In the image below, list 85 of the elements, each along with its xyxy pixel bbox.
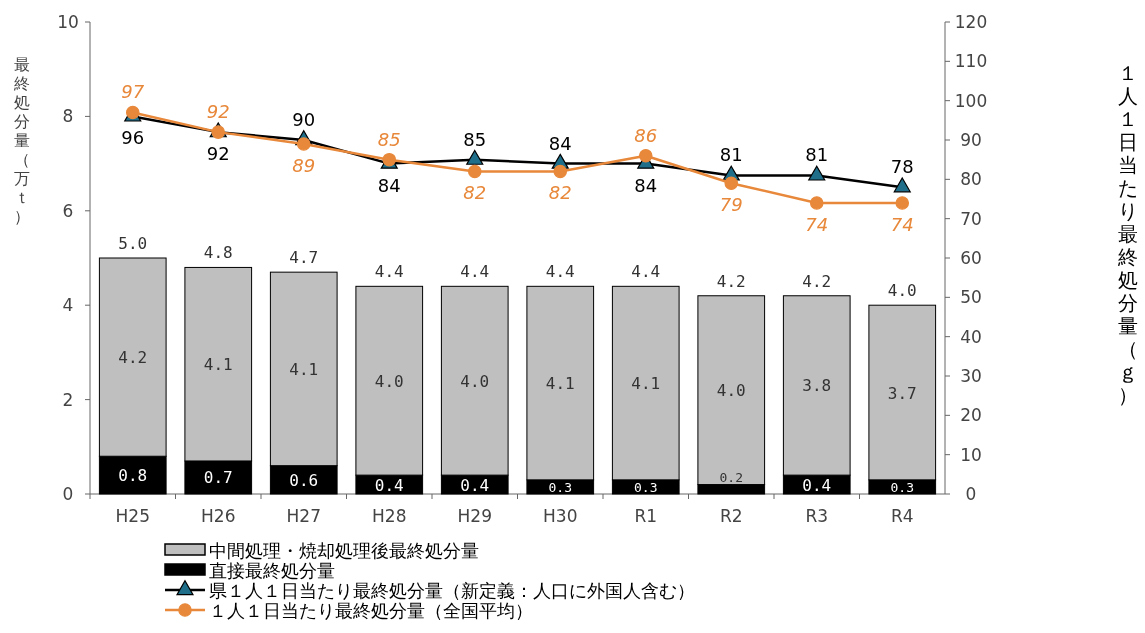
- x-tick-label: R3: [805, 506, 829, 526]
- y2-tick-label: 70: [960, 208, 982, 229]
- legend-label: １人１日当たり最終処分量（全国平均）: [209, 600, 533, 621]
- data-label: 4.2: [118, 348, 148, 368]
- data-label: 74: [890, 213, 914, 235]
- y2-tick-label: 60: [960, 248, 982, 268]
- legend-label: 県１人１日当たり最終処分量（新定義：人口に外国人含む）: [209, 580, 695, 601]
- total-label: 4.7: [289, 248, 319, 268]
- x-tick-label: H29: [457, 506, 492, 526]
- total-label: 5.0: [118, 234, 148, 253]
- total-label: 4.0: [887, 281, 917, 301]
- total-label: 4.4: [374, 262, 404, 282]
- total-label: 4.2: [716, 271, 746, 291]
- data-label: 81: [805, 144, 829, 166]
- y2-tick-label: 120: [954, 12, 988, 32]
- data-label: 97: [121, 81, 145, 103]
- y2-tick-label: 10: [960, 444, 982, 465]
- data-label: 4.1: [289, 359, 319, 379]
- text: 最終処分量（万ｔ）: [14, 55, 30, 226]
- x-tick-label: H28: [372, 506, 407, 526]
- data-label: 0.7: [203, 468, 233, 488]
- y2-tick-label: 0: [965, 484, 977, 504]
- data-label: 79: [719, 194, 743, 216]
- y2-tick-label: 50: [960, 287, 982, 308]
- data-label: 82: [548, 182, 572, 204]
- y2-tick-label: 40: [960, 326, 982, 347]
- y2-tick-label: 20: [960, 405, 982, 426]
- data-label: 84: [634, 174, 658, 196]
- data-label: 84: [548, 132, 572, 154]
- text: １人１日当たり最終処分量（ｇ）: [1118, 61, 1138, 407]
- y2-tick-label: 30: [960, 366, 982, 386]
- x-tick-label: H30: [543, 506, 578, 526]
- data-label: 89: [292, 154, 316, 176]
- data-label: 96: [121, 127, 145, 149]
- x-tick-label: H25: [115, 506, 150, 526]
- total-label: 4.4: [460, 262, 490, 282]
- x-tick-label: R1: [634, 506, 658, 526]
- data-label: 3.8: [802, 376, 832, 396]
- data-label: 85: [463, 128, 487, 150]
- total-label: 4.8: [203, 243, 233, 263]
- data-label: 0.4: [802, 475, 832, 495]
- data-label: 85: [377, 128, 401, 150]
- data-label: 4.1: [545, 374, 575, 394]
- x-tick-label: R2: [719, 506, 743, 526]
- data-label: 90: [292, 109, 316, 130]
- y-tick-label: 6: [62, 200, 74, 221]
- legend-label: 中間処理・焼却処理後最終処分量: [209, 540, 479, 561]
- data-label: 78: [890, 156, 914, 178]
- data-label: 0.6: [289, 470, 319, 490]
- y-tick-label: 8: [62, 106, 74, 127]
- y-tick-label: 10: [57, 12, 79, 32]
- data-label: 3.7: [887, 383, 917, 403]
- x-tick-label: R4: [890, 506, 914, 526]
- y2-tick-label: 110: [954, 51, 988, 72]
- x-tick-label: H27: [286, 506, 321, 526]
- data-label: 74: [805, 213, 829, 235]
- data-label: 0.3: [634, 480, 658, 495]
- data-label: 92: [206, 143, 230, 165]
- total-label: 4.4: [631, 262, 661, 282]
- data-label: 0.4: [460, 475, 490, 495]
- data-label: 82: [463, 182, 487, 204]
- y2-tick-label: 100: [954, 90, 988, 111]
- data-label: 4.1: [203, 355, 233, 375]
- data-label: 4.0: [460, 371, 490, 391]
- total-label: 4.2: [802, 271, 832, 291]
- data-label: 0.3: [890, 480, 914, 495]
- total-label: 4.4: [545, 262, 575, 282]
- y-tick-label: 2: [62, 389, 74, 410]
- data-label: 0.4: [374, 475, 404, 495]
- legend-label: 直接最終処分量: [209, 560, 335, 581]
- data-label: 86: [634, 124, 658, 146]
- y2-tick-label: 90: [960, 130, 982, 150]
- data-label: 0.2: [719, 469, 743, 485]
- data-label: 0.8: [118, 466, 148, 486]
- data-label: 92: [206, 101, 230, 123]
- data-label: 4.0: [374, 371, 404, 391]
- y2-tick-label: 80: [960, 169, 982, 190]
- y-tick-label: 0: [62, 484, 74, 504]
- data-label: 84: [377, 174, 401, 196]
- data-label: 0.3: [548, 480, 572, 495]
- data-label: 4.1: [631, 374, 661, 394]
- y-tick-label: 4: [62, 295, 74, 316]
- data-label: 81: [719, 144, 743, 166]
- data-label: 4.0: [716, 381, 746, 401]
- x-tick-label: H26: [201, 506, 236, 526]
